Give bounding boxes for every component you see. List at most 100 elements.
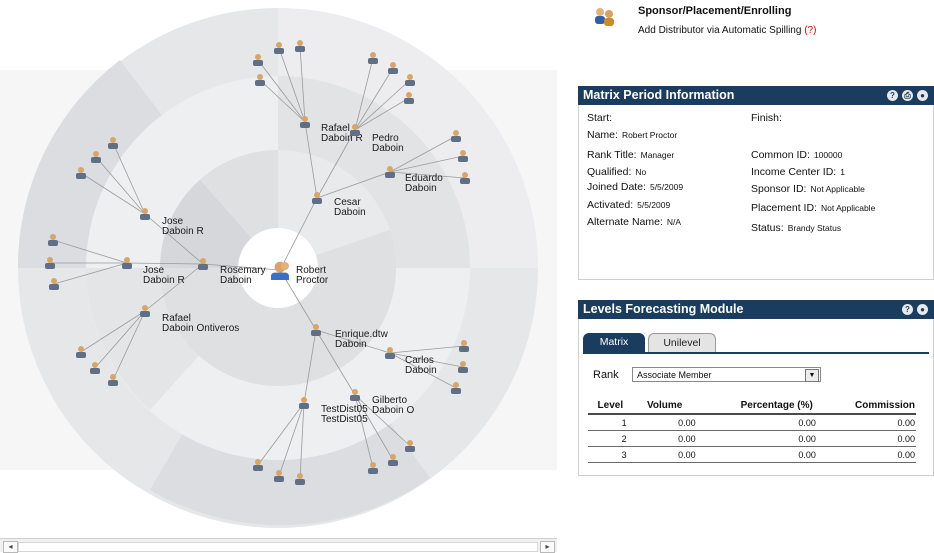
genealogy-tree-view[interactable]: Rafael Daboin R Pedro Daboin Eduardo Daboi… <box>0 0 557 538</box>
person-icon[interactable] <box>384 165 396 179</box>
person-icon[interactable] <box>349 123 361 137</box>
person-icon[interactable] <box>310 323 322 337</box>
close-icon[interactable]: ● <box>917 304 928 315</box>
person-icon[interactable] <box>458 339 470 353</box>
person-icon[interactable] <box>367 461 379 475</box>
help-link[interactable]: (?) <box>804 25 817 36</box>
tree-edge <box>354 79 411 131</box>
person-icon[interactable] <box>367 51 379 65</box>
person-icon[interactable] <box>90 150 102 164</box>
person-icon[interactable] <box>107 373 119 387</box>
member-name-label[interactable]: Carlos Daboin <box>405 355 437 376</box>
person-icon[interactable] <box>459 171 471 185</box>
person-icon[interactable] <box>107 136 119 150</box>
table-row: 1 0.00 0.00 0.00 <box>588 414 916 431</box>
info-row: Placement ID: Not Applicable <box>751 202 875 214</box>
tree-edge <box>354 67 394 131</box>
person-icon[interactable] <box>299 115 311 129</box>
matrix-period-title: Matrix Period Information <box>583 88 735 102</box>
person-icon[interactable] <box>404 439 416 453</box>
add-distributor-link-row[interactable]: Add Distributor via Automatic Spilling (… <box>638 25 816 36</box>
person-icon[interactable] <box>89 361 101 375</box>
tree-edge <box>389 171 466 179</box>
member-name-label[interactable]: Rafael Daboin Ontiveros <box>162 313 240 334</box>
print-icon[interactable]: ⎙ <box>902 90 913 101</box>
close-icon[interactable]: ● <box>917 90 928 101</box>
person-icon[interactable] <box>273 469 285 483</box>
tab-matrix[interactable]: Matrix <box>583 333 645 352</box>
person-icon[interactable] <box>197 257 209 271</box>
person-icon[interactable] <box>48 277 60 291</box>
tab-unilevel[interactable]: Unilevel <box>648 333 716 352</box>
person-icon[interactable] <box>254 73 266 87</box>
table-cell: 0.00 <box>816 430 916 447</box>
levels-table: Level Volume Percentage (%) Commission 1… <box>588 398 916 463</box>
member-name-label[interactable]: Robert Proctor <box>296 265 329 286</box>
info-value: 5/5/2009 <box>637 200 671 210</box>
person-icon[interactable] <box>403 91 415 105</box>
info-row: Common ID: 100000 <box>751 149 842 161</box>
member-name-label[interactable]: Pedro Daboin <box>372 133 404 154</box>
info-value: Not Applicable <box>820 203 876 213</box>
tree-edge <box>316 171 391 199</box>
member-name-label[interactable]: Jose Daboin R <box>143 265 185 286</box>
member-name-label[interactable]: Rafael Daboin R <box>321 123 363 144</box>
help-icon[interactable]: ? <box>902 304 913 315</box>
member-name-label[interactable]: Jose Daboin R <box>162 216 204 237</box>
person-icon[interactable] <box>450 381 462 395</box>
person-icon[interactable] <box>252 458 264 472</box>
person-icon[interactable] <box>252 53 264 67</box>
chevron-down-icon[interactable]: ▼ <box>805 369 819 382</box>
member-name-label[interactable]: Enrique.dtw Daboin <box>335 329 388 350</box>
person-icon[interactable] <box>387 61 399 75</box>
table-cell: 3 <box>588 446 633 463</box>
table-cell: 2 <box>588 430 633 447</box>
person-icon[interactable] <box>47 233 59 247</box>
tree-edge <box>259 79 306 123</box>
member-name-label[interactable]: Eduardo Daboin <box>405 173 443 194</box>
person-icon[interactable] <box>311 191 323 205</box>
member-name-label[interactable]: Gilberto Daboin O <box>372 395 415 416</box>
person-icon[interactable] <box>450 129 462 143</box>
member-name-label[interactable]: TestDist05 TestDist05 <box>321 404 368 425</box>
tree-edge <box>53 262 128 285</box>
info-label: Common ID: <box>751 149 810 161</box>
levels-forecast-header: Levels Forecasting Module ? ● <box>578 300 934 319</box>
person-icon[interactable] <box>269 260 291 280</box>
person-icon[interactable] <box>273 41 285 55</box>
scroll-left-arrow-icon[interactable]: ◂ <box>3 541 18 553</box>
table-row: 3 0.00 0.00 0.00 <box>588 446 916 463</box>
help-icon[interactable]: ? <box>887 90 898 101</box>
person-icon[interactable] <box>294 39 306 53</box>
col-level: Level <box>588 398 633 415</box>
info-row: Joined Date: 5/5/2009 <box>587 181 683 193</box>
horizontal-scrollbar[interactable]: ◂ ▸ <box>0 538 557 553</box>
person-icon[interactable] <box>298 396 310 410</box>
info-row: Qualified: No <box>587 166 646 178</box>
tree-edge <box>202 263 281 271</box>
person-icon[interactable] <box>139 207 151 221</box>
rank-label: Rank <box>593 369 619 381</box>
person-icon[interactable] <box>44 256 56 270</box>
person-icon[interactable] <box>404 73 416 87</box>
tree-edge <box>304 121 318 199</box>
tree-edge <box>80 310 146 353</box>
person-icon[interactable] <box>75 345 87 359</box>
rank-select[interactable]: Associate Member ▼ <box>632 367 821 382</box>
scroll-right-arrow-icon[interactable]: ▸ <box>540 541 555 553</box>
person-icon[interactable] <box>75 166 87 180</box>
person-icon[interactable] <box>121 256 133 270</box>
info-label: Finish: <box>751 112 782 124</box>
tree-edge <box>354 394 394 461</box>
person-icon[interactable] <box>294 472 306 486</box>
member-name-label[interactable]: Rosemary Daboin <box>220 265 266 286</box>
member-name-label[interactable]: Cesar Daboin <box>334 197 366 218</box>
person-icon[interactable] <box>457 360 469 374</box>
info-row: Sponsor ID: Not Applicable <box>751 183 865 195</box>
person-icon[interactable] <box>384 346 396 360</box>
person-icon[interactable] <box>457 149 469 163</box>
person-icon[interactable] <box>139 304 151 318</box>
person-icon[interactable] <box>387 453 399 467</box>
person-icon[interactable] <box>349 388 361 402</box>
add-distributor-link[interactable]: Add Distributor via Automatic Spilling <box>638 25 802 36</box>
